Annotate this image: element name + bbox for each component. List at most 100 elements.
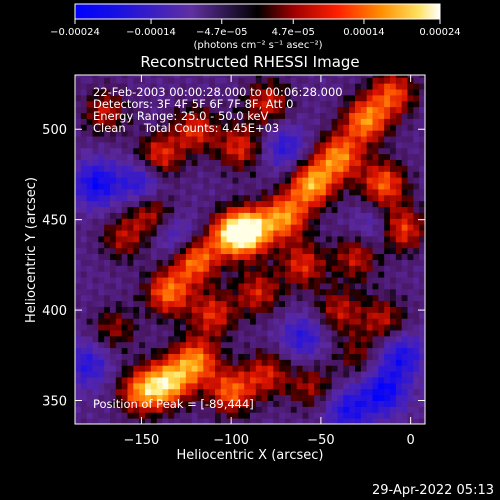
image-pixel: [366, 347, 373, 354]
image-pixel: [384, 259, 391, 266]
image-pixel: [279, 241, 286, 249]
image-pixel: [419, 400, 425, 407]
image-pixel: [203, 200, 210, 208]
image-pixel: [191, 306, 198, 313]
image-pixel: [302, 247, 309, 255]
image-pixel: [145, 124, 152, 131]
image-pixel: [92, 130, 99, 137]
image-pixel: [226, 282, 233, 290]
image-pixel: [185, 259, 193, 266]
image-pixel: [75, 359, 82, 366]
image-pixel: [174, 188, 181, 196]
image-pixel: [267, 130, 274, 137]
image-pixel: [302, 94, 309, 102]
image-pixel: [407, 165, 414, 172]
image-pixel: [98, 400, 105, 407]
image-pixel: [401, 265, 408, 272]
image-pixel: [156, 247, 163, 255]
image-pixel: [232, 318, 239, 325]
image-pixel: [174, 347, 181, 354]
image-pixel: [156, 324, 163, 331]
image-pixel: [325, 394, 333, 401]
image-pixel: [156, 418, 163, 424]
image-pixel: [390, 253, 397, 260]
image-pixel: [220, 177, 228, 184]
image-pixel: [98, 147, 105, 155]
image-pixel: [92, 271, 99, 278]
image-pixel: [355, 89, 362, 96]
image-pixel: [174, 406, 181, 413]
image-pixel: [104, 141, 111, 149]
image-pixel: [92, 312, 99, 319]
image-pixel: [92, 94, 99, 102]
image-pixel: [226, 241, 233, 249]
image-pixel: [343, 147, 350, 155]
image-pixel: [355, 277, 362, 284]
image-pixel: [75, 400, 82, 407]
image-pixel: [395, 318, 403, 325]
image-pixel: [115, 412, 123, 419]
image-pixel: [203, 206, 210, 213]
image-pixel: [279, 394, 286, 401]
image-pixel: [290, 288, 298, 296]
image-pixel: [384, 294, 391, 302]
image-pixel: [115, 329, 123, 337]
image-pixel: [133, 124, 140, 131]
image-pixel: [279, 412, 286, 419]
x-axis-ticks: −150 −100 −50 0: [124, 75, 415, 448]
image-pixel: [279, 347, 286, 354]
image-pixel: [267, 75, 274, 78]
image-pixel: [407, 218, 414, 225]
image-pixel: [174, 335, 181, 343]
image-pixel: [285, 171, 292, 178]
image-pixel: [203, 335, 210, 343]
image-pixel: [390, 153, 397, 161]
image-pixel: [296, 406, 303, 413]
image-pixel: [115, 112, 123, 119]
image-pixel: [75, 159, 82, 166]
image-pixel: [104, 253, 111, 260]
image-pixel: [273, 177, 280, 184]
image-pixel: [98, 259, 105, 266]
image-pixel: [325, 412, 333, 419]
image-pixel: [75, 388, 82, 396]
image-pixel: [168, 318, 175, 325]
image-pixel: [255, 118, 263, 125]
colorbar-tick-label: 4.7e−05: [272, 27, 315, 38]
image-pixel: [133, 341, 140, 349]
image-pixel: [238, 194, 245, 202]
image-pixel: [302, 112, 309, 119]
image-pixel: [343, 89, 350, 96]
image-pixel: [121, 212, 128, 219]
image-pixel: [384, 118, 391, 125]
image-pixel: [150, 124, 158, 131]
image-pixel: [320, 253, 327, 260]
image-pixel: [308, 359, 315, 366]
image-pixel: [220, 218, 228, 225]
image-pixel: [80, 329, 88, 337]
image-pixel: [343, 200, 350, 208]
image-pixel: [250, 153, 257, 161]
image-pixel: [343, 206, 350, 213]
image-pixel: [250, 106, 257, 114]
image-pixel: [232, 312, 239, 319]
image-pixel: [378, 212, 385, 219]
image-pixel: [390, 77, 397, 84]
image-pixel: [104, 388, 111, 396]
image-pixel: [244, 282, 251, 290]
image-pixel: [145, 141, 152, 149]
image-pixel: [80, 235, 88, 243]
image-pixel: [267, 218, 274, 225]
image-pixel: [244, 200, 251, 208]
image-pixel: [104, 100, 111, 108]
image-pixel: [378, 241, 385, 249]
image-pixel: [314, 206, 321, 213]
image-pixel: [145, 329, 152, 337]
image-pixel: [320, 306, 327, 313]
image-pixel: [226, 200, 233, 208]
image-pixel: [250, 400, 257, 407]
image-pixel: [185, 265, 193, 272]
image-pixel: [220, 89, 228, 96]
image-pixel: [110, 77, 117, 84]
image-pixel: [349, 312, 356, 319]
